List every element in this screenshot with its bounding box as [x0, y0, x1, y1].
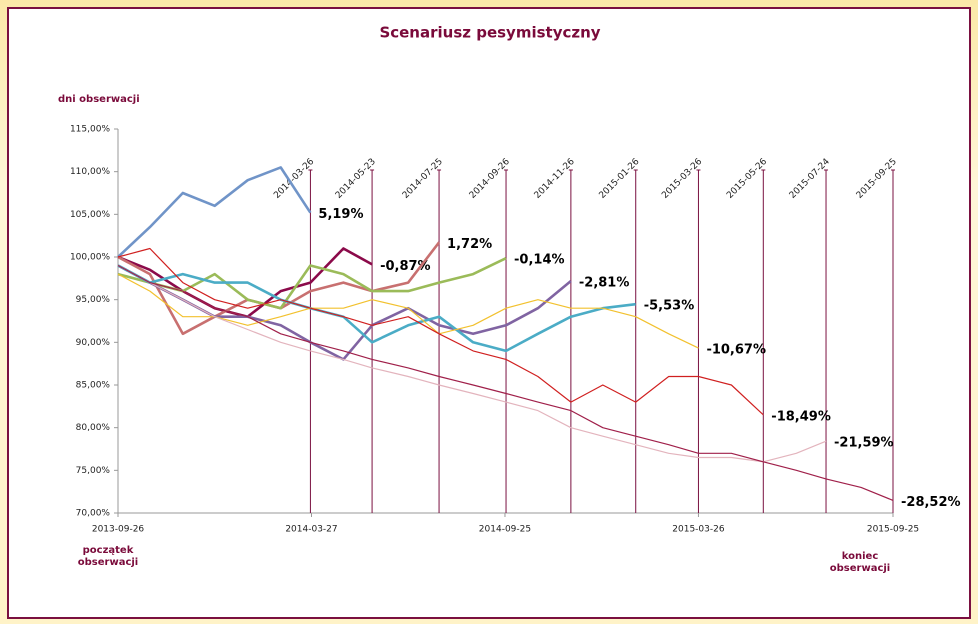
series-line	[117, 247, 764, 416]
series-line	[117, 264, 827, 463]
result-label: -10,67%	[706, 343, 766, 358]
x-tick-label: 2013-09-26	[92, 525, 145, 535]
y-tick-label: 80,00%	[76, 423, 111, 433]
y-tick-label: 115,00%	[70, 125, 110, 135]
end-label: obserwacji	[830, 563, 890, 574]
result-label: -0,14%	[514, 253, 565, 268]
y-tick-label: 70,00%	[76, 509, 111, 519]
start-label: początek	[83, 545, 134, 556]
x-tick-label: 2015-03-26	[672, 525, 725, 535]
y-tick-label: 75,00%	[76, 466, 111, 476]
y-tick-label: 110,00%	[70, 167, 110, 177]
series-line	[117, 264, 636, 353]
result-label: -5,53%	[644, 299, 695, 314]
x-tick-label: 2014-03-27	[285, 525, 337, 535]
x-tick-label: 2015-09-25	[867, 525, 919, 535]
result-label: 1,72%	[447, 237, 492, 252]
y-tick-label: 105,00%	[70, 210, 110, 220]
result-label: -18,49%	[771, 409, 831, 424]
start-label: obserwacji	[78, 557, 138, 568]
y-axis-label: dni obserwacji	[58, 94, 140, 105]
series-line	[117, 264, 894, 501]
end-label: koniec	[842, 551, 879, 562]
y-tick-label: 100,00%	[70, 253, 110, 263]
panel	[7, 7, 971, 619]
result-label: -2,81%	[579, 275, 630, 290]
y-tick-label: 95,00%	[76, 295, 111, 305]
result-label: 5,19%	[318, 207, 363, 222]
y-tick-label: 85,00%	[76, 381, 111, 391]
x-tick-label: 2014-09-25	[479, 525, 531, 535]
chart-title: Scenariusz pesymistyczny	[379, 24, 600, 42]
series-line	[117, 166, 312, 258]
y-tick-label: 90,00%	[76, 338, 111, 348]
result-label: -21,59%	[834, 436, 894, 451]
result-label: -28,52%	[901, 495, 961, 510]
